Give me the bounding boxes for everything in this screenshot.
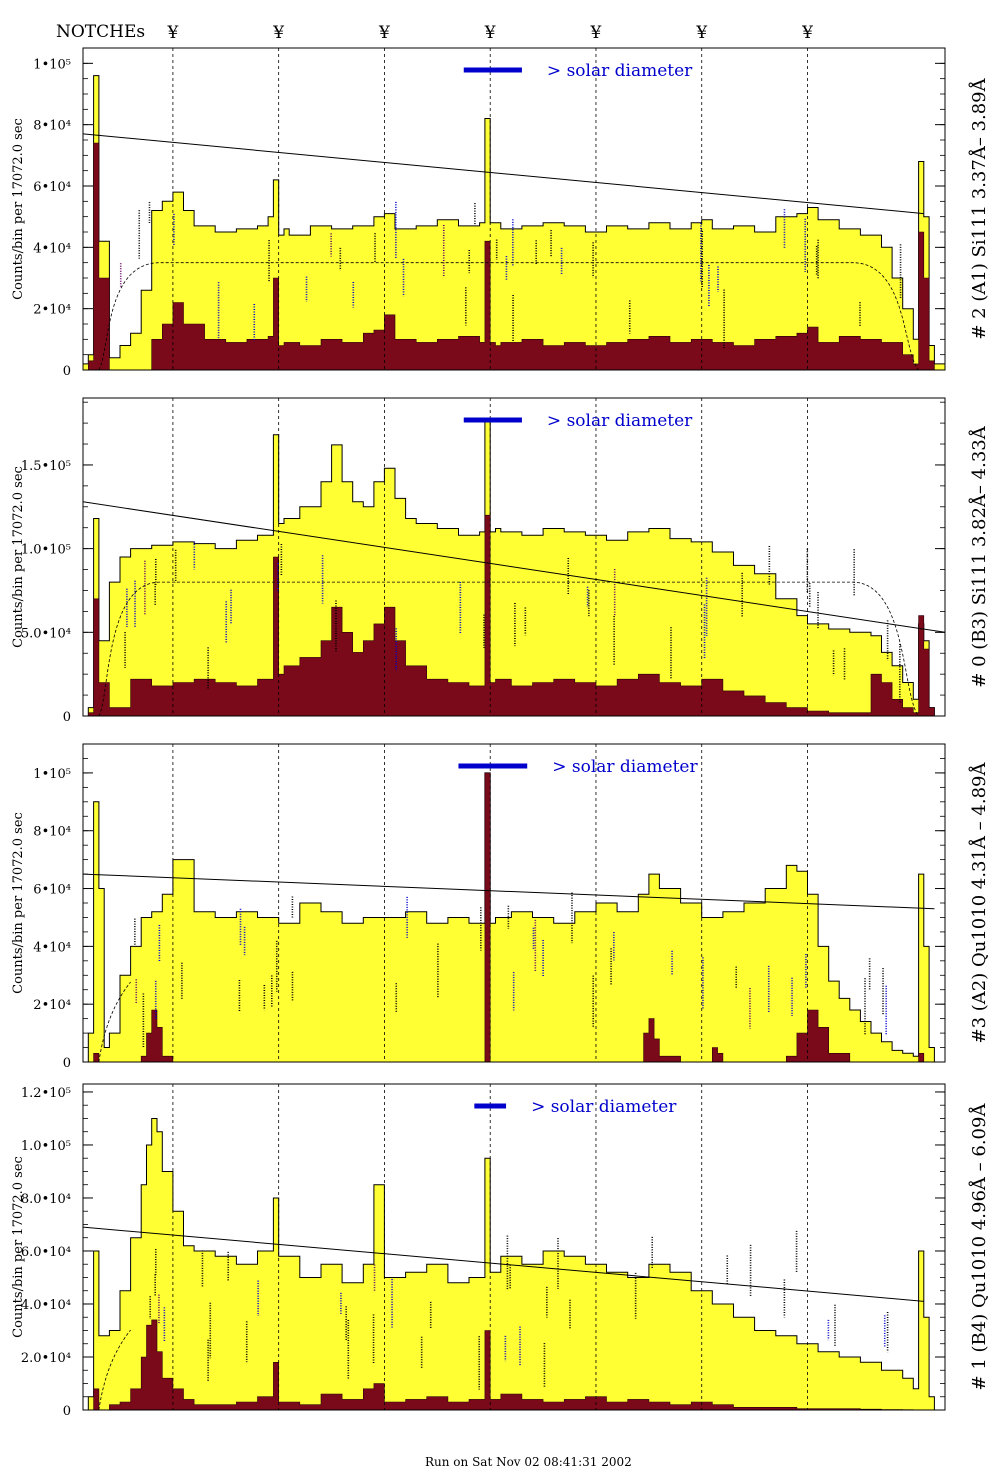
y-axis-label: Counts/bin per 17072.0 sec [11,812,26,994]
channel-label: # 2 (A1) Si111 3.37Å– 3.89Å [968,77,990,339]
total-counts-area [83,1118,945,1410]
y-tick-label: 2•10⁴ [33,303,71,318]
notch-marker: ¥ [166,23,178,43]
axes-frame [82,1083,946,1411]
y-tick-label: 6•10⁴ [33,180,71,195]
y-tick-label: 1.0•10⁵ [21,543,71,558]
chart-panel-0: 0 2•10⁴ 4•10⁴ 6•10⁴ 8•10⁴ 1•10⁵ Counts/bin per… [11,47,990,379]
y-tick-label: 4•10⁴ [33,241,71,256]
efficiency-curve [98,262,919,370]
fit-line [83,1226,924,1302]
y-tick-label: 4.0•10⁴ [21,1298,71,1313]
plot-area [83,744,945,1062]
total-counts-area [83,75,945,370]
fit-line [83,501,945,633]
plot-area [83,48,945,370]
efficiency-curve [98,581,919,716]
plot-area [83,1084,945,1410]
y-tick-label: 1.2•10⁵ [21,1086,71,1101]
efficiency-curve [98,1329,131,1410]
y-axis-label: Counts/bin per 17072.0 sec [11,118,26,300]
y-tick-label: 5.0•10⁴ [21,626,71,641]
channel-label: # 0 (B3) Si111 3.82Å– 4.33Å [968,425,990,687]
y-tick-label: 1•10⁵ [33,767,71,782]
notch-marker: ¥ [590,23,602,43]
y-axis-label: Counts/bin per 17072.0 sec [11,466,26,648]
y-tick-label: 8.0•10⁴ [21,1192,71,1207]
y-tick-label: 1.5•10⁵ [21,459,71,474]
source-counts-area [83,1319,945,1410]
solar-diameter-label: > solar diameter [547,411,693,431]
source-counts-area [83,514,945,716]
y-tick-label: 0 [63,1404,71,1419]
source-counts-area [83,772,945,1062]
notches-label: NOTCHEs [56,22,146,42]
notch-marker: ¥ [695,23,707,43]
axes-frame [82,47,946,371]
chart-panel-2: 0 2•10⁴ 4•10⁴ 6•10⁴ 8•10⁴ 1•10⁵ Counts/bin per… [11,743,990,1071]
y-tick-label: 2.0•10⁴ [21,1351,71,1366]
source-counts-area [83,142,945,370]
efficiency-curve [98,981,131,1062]
y-tick-label: 0 [63,1056,71,1071]
y-tick-label: 6.0•10⁴ [21,1245,71,1260]
y-tick-label: 6•10⁴ [33,883,71,898]
solar-diameter-label: > solar diameter [552,757,698,777]
y-axis-label: Counts/bin per 17072.0 sec [11,1156,26,1338]
total-counts-area [83,772,945,1062]
y-tick-label: 8•10⁴ [33,825,71,840]
solar-diameter-label: > solar diameter [547,61,693,81]
fit-line [83,873,935,910]
notch-marker: ¥ [484,23,496,43]
y-tick-label: 0 [63,364,71,379]
channel-label: #3 (A2) Qu1010 4.31Å – 4.89Å [968,762,990,1044]
plot-area [83,398,945,716]
notch-marker: ¥ [378,23,390,43]
solar-diameter-label: > solar diameter [531,1097,677,1117]
y-tick-label: 4•10⁴ [33,940,71,955]
notch-marker: ¥ [801,23,813,43]
y-tick-label: 8•10⁴ [33,119,71,134]
notch-marker: ¥ [272,23,284,43]
y-tick-label: 2•10⁴ [33,998,71,1013]
axes-frame [82,397,946,717]
y-tick-label: 0 [63,710,71,725]
chart-panel-3: 0 2.0•10⁴ 4.0•10⁴ 6.0•10⁴ 8.0•10⁴ 1.0•10⁵ 1.2•… [11,1083,990,1419]
channel-label: # 1 (B4) Qu1010 4.96Å – 6.09Å [968,1103,990,1391]
y-tick-label: 1.0•10⁵ [21,1139,71,1154]
run-timestamp: Run on Sat Nov 02 08:41:31 2002 [425,1455,632,1469]
fit-line [83,133,924,215]
y-tick-label: 1•10⁵ [33,57,71,72]
